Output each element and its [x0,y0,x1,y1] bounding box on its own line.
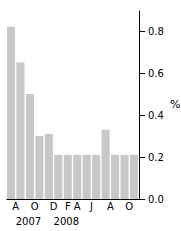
bar [7,27,15,199]
x-axis-line [7,199,140,200]
annotations: 2007 2008 [16,216,79,227]
y-tick-mark [139,157,145,158]
y-tick-mark [139,73,145,74]
y-axis-title: % [170,98,180,111]
x-tick: A [107,201,114,212]
bar [64,155,72,199]
y-tick: 0.4 [139,110,164,121]
y-tick: 0.8 [139,26,164,37]
bar [121,155,129,199]
y-tick-label: 0.4 [148,110,164,121]
bar [92,155,100,199]
bar [83,155,91,199]
x-tick: O [31,201,39,212]
x-tick-label: O [31,201,39,212]
x-tick: D [50,201,58,212]
bar [35,136,43,199]
bar [26,94,34,199]
bar [111,155,119,199]
y-axis: 0.0 0.2 0.4 0.6 0.8 [139,11,164,205]
y-tick-label: 0.6 [148,68,164,79]
y-tick-mark [139,199,145,200]
x-tick: J [89,201,93,212]
bar [45,134,53,199]
x-tick: F [65,201,71,212]
chart: AODFAJAO0.00.20.40.60.8%20072008 [0,0,181,231]
bar [73,155,81,199]
y-axis-line [139,11,140,200]
y-tick-label: 0.8 [148,26,164,37]
bar [130,155,138,199]
x-tick-label: J [89,201,93,212]
x-tick: A [74,201,81,212]
y-tick: 0.6 [139,68,164,79]
annotation: 2008 [54,216,79,227]
x-tick-label: F [65,201,71,212]
bar [16,63,24,200]
x-tick: O [125,201,133,212]
bar [54,155,62,199]
bar [102,130,110,199]
y-tick: 0.2 [139,152,164,163]
y-tick-label: 0.0 [148,194,164,205]
x-tick-label: O [125,201,133,212]
x-tick: A [12,201,19,212]
y-tick-label: 0.2 [148,152,164,163]
y-tick-mark [139,115,145,116]
annotation: 2007 [16,216,41,227]
x-axis: AODFAJAO [7,200,140,213]
bars [7,27,138,199]
x-tick-label: A [107,201,114,212]
x-tick-label: A [12,201,19,212]
y-tick-mark [139,31,145,32]
x-tick-label: A [74,201,81,212]
x-tick-label: D [50,201,58,212]
y-tick: 0.0 [139,194,164,205]
